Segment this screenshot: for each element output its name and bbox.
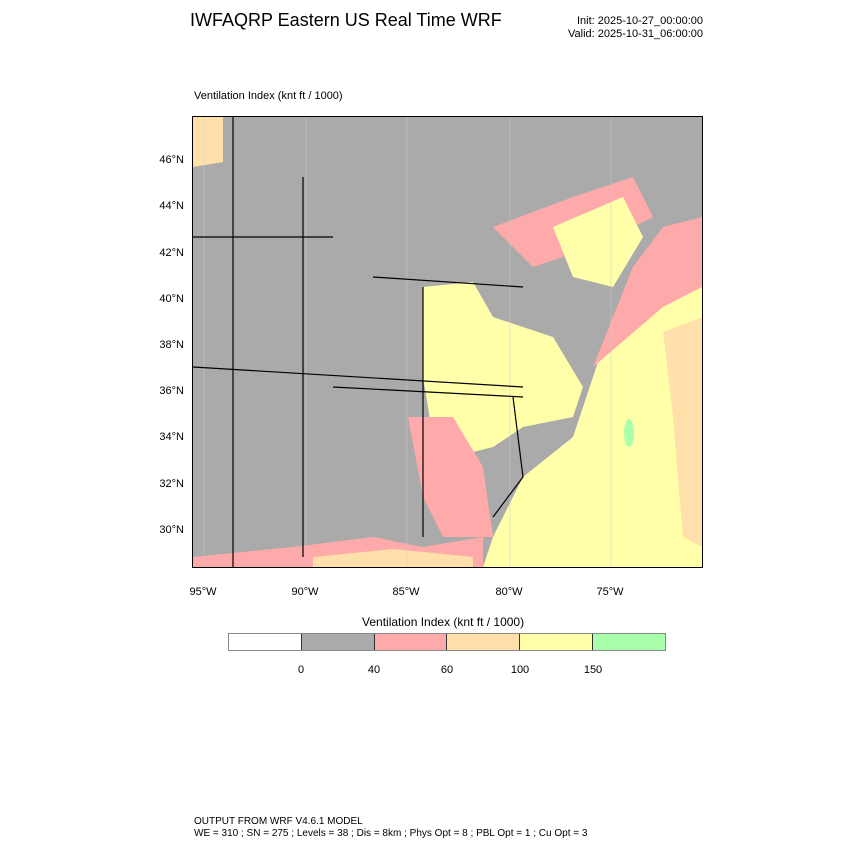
colorbar-segment [593,634,665,650]
valid-time: Valid: 2025-10-31_06:00:00 [568,28,703,40]
colorbar [228,633,666,651]
ventilation-index-map [192,116,703,568]
colorbar-segment [374,634,448,650]
lat-label: 42°N [159,247,184,259]
field-label: Ventilation Index (knt ft / 1000) [194,90,343,102]
lat-label: 46°N [159,154,184,166]
state-boundaries [192,117,524,567]
lon-label: 85°W [392,586,420,598]
gulf-orange [313,549,473,567]
lon-label: 75°W [596,586,624,598]
model-info-line1: OUTPUT FROM WRF V4.6.1 MODEL [194,816,363,827]
colorbar-label: 60 [440,664,454,676]
lat-label: 40°N [159,293,184,305]
colorbar-label: 150 [583,664,603,676]
northeast-yellow [553,197,643,287]
ocean-orange-band [663,317,702,547]
lat-label: 30°N [159,524,184,536]
colorbar-label: 40 [367,664,381,676]
indiana-yellow [423,287,468,357]
southeast-pink [408,417,493,537]
colorbar-title: Ventilation Index (knt ft / 1000) [362,615,525,629]
green-spot [624,419,634,447]
lon-label: 95°W [189,586,217,598]
lat-label: 34°N [159,431,184,443]
colorbar-segment [301,634,375,650]
ocean-region [483,277,702,567]
colorbar-label: 0 [297,664,305,676]
colorbar-segment [520,634,594,650]
time-info: Init: 2025-10-27_00:00:00 Valid: 2025-10… [568,15,703,41]
model-info: OUTPUT FROM WRF V4.6.1 MODEL WE = 310 ; … [194,816,587,840]
lat-label: 36°N [159,385,184,397]
ocean-pink-band [593,217,702,367]
colorbar-label: 100 [510,664,530,676]
model-info-line2: WE = 310 ; SN = 275 ; Levels = 38 ; Dis … [194,828,588,839]
lon-label: 80°W [495,586,523,598]
nw-corner [193,117,223,167]
init-time: Init: 2025-10-27_00:00:00 [577,15,703,27]
colorbar-segment [447,634,521,650]
graticule [203,117,612,567]
plot-title: IWFAQRP Eastern US Real Time WRF [190,10,502,30]
lat-label: 32°N [159,478,184,490]
colorbar-segment [229,634,302,650]
lat-label: 44°N [159,200,184,212]
lat-label: 38°N [159,339,184,351]
lon-label: 90°W [291,586,319,598]
